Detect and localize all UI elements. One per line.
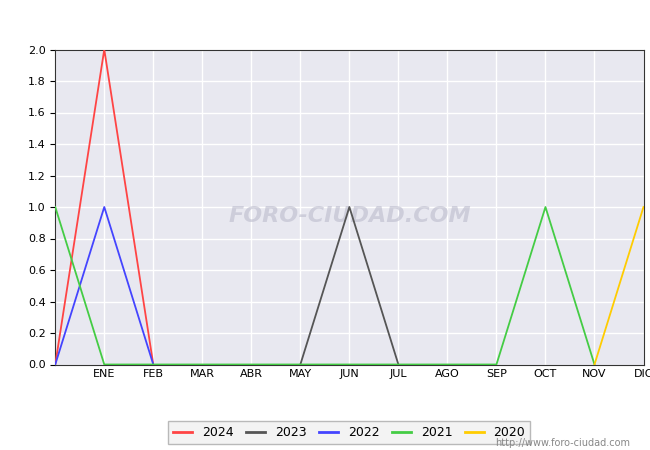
Text: FORO-CIUDAD.COM: FORO-CIUDAD.COM (228, 207, 471, 226)
Text: Matriculaciones de Vehiculos en Herramélluri: Matriculaciones de Vehiculos en Herramél… (137, 11, 513, 29)
Text: http://www.foro-ciudad.com: http://www.foro-ciudad.com (495, 438, 630, 448)
Legend: 2024, 2023, 2022, 2021, 2020: 2024, 2023, 2022, 2021, 2020 (168, 421, 530, 444)
